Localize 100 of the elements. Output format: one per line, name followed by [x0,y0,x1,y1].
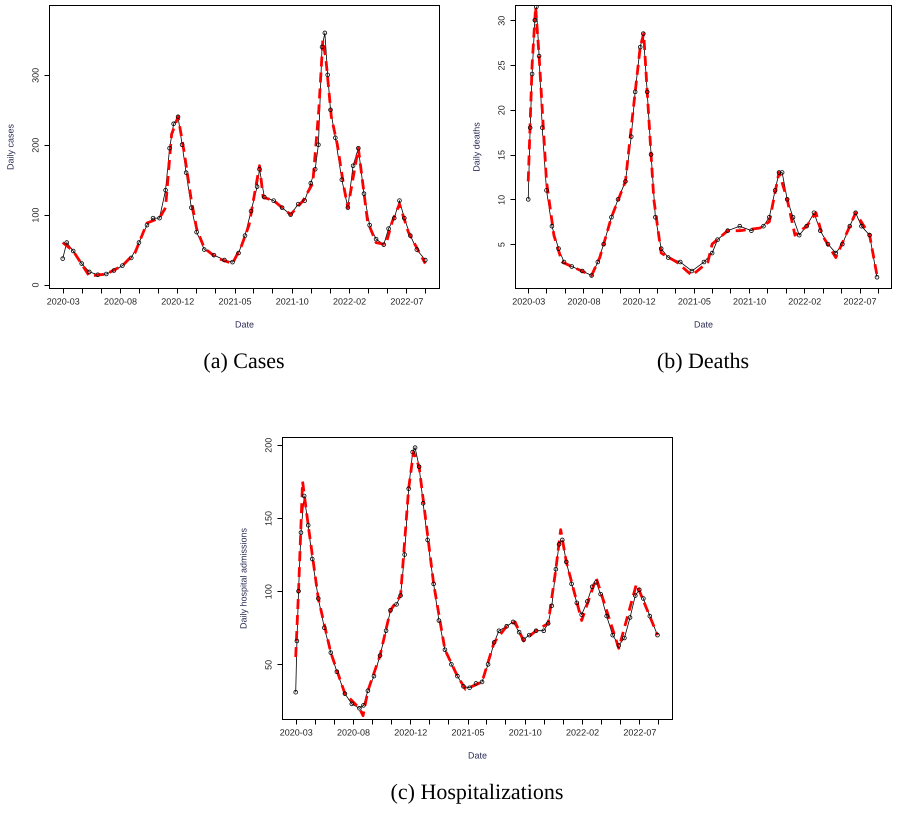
point [144,222,150,228]
point [157,216,162,220]
point [288,212,293,217]
y-axis-title: Daily cases [6,123,16,170]
point [402,216,407,220]
point [796,232,802,238]
x-tick-label: 2021-10 [733,296,766,306]
point [184,170,188,175]
point [812,210,816,216]
point [362,191,366,196]
point [848,224,852,228]
point [528,125,532,130]
point [562,260,566,264]
x-tick-label: 2020-08 [567,296,600,306]
x-tick-label: 2021-05 [678,296,711,306]
point [749,228,754,233]
x-axis-title: Date [234,320,254,330]
point [648,152,654,157]
point [129,256,134,260]
x-tick-label: 2022-07 [843,296,877,306]
point [641,31,646,36]
text: (b) Deaths [656,348,750,373]
point [64,240,70,245]
point [254,184,260,189]
point [312,166,318,172]
point [702,260,706,264]
point [136,240,142,245]
point [242,233,248,238]
y-tick-label: 0 [30,282,40,288]
x-tick-label: 2020-12 [161,296,194,306]
point [189,205,194,210]
point [257,166,262,172]
x-tick-label: 2020-03 [46,296,80,306]
point [804,224,809,228]
point [322,30,328,36]
x-tick-label: 2021-05 [218,296,252,306]
x-tick-label: 2021-10 [508,728,542,738]
point [653,214,658,220]
y-tick-label: 10 [496,194,506,205]
point [248,208,254,214]
point [570,264,574,269]
point [333,136,338,140]
point [678,260,683,264]
point [408,233,413,238]
point [853,210,858,216]
point [530,72,534,76]
point [308,180,314,186]
y-tick-label: 200 [30,138,40,153]
point [550,224,554,228]
point [176,114,180,120]
point [710,250,714,256]
point [296,202,301,206]
text: (c) Hospitalizations [390,779,564,804]
point [658,246,664,251]
point [280,205,284,210]
point [120,263,125,268]
x-tick-label: 2020-03 [512,296,546,306]
point [70,248,76,254]
x-tick-label: 2020-03 [280,728,313,738]
point [367,222,372,228]
x-tick-label: 2021-05 [452,728,485,738]
y-tick-label: 150 [264,510,274,526]
point [644,90,650,94]
x-tick-label: 2022-02 [566,728,600,738]
point [96,272,100,277]
point [212,252,216,258]
point [859,224,864,228]
point [167,146,172,151]
point [780,170,784,175]
x-tick-label: 2020-12 [622,296,656,306]
x-tick-label: 2022-02 [333,296,366,306]
x-tick-label: 2022-02 [788,296,822,306]
point [163,188,168,192]
point [725,228,730,233]
point [150,216,156,220]
point [340,177,344,182]
y-tick-label: 25 [496,60,506,71]
y-tick-label: 200 [264,438,274,453]
point [556,246,561,251]
point [356,146,361,151]
point [397,198,402,203]
point [715,237,720,242]
y-tick-label: 15 [496,150,506,160]
point [589,273,594,278]
x-tick-label: 2022-07 [390,296,424,306]
point [386,226,391,231]
point [628,134,634,139]
point [609,214,614,220]
point [536,54,542,58]
point [414,247,420,252]
text: (a) Cases [203,348,285,373]
point [540,125,544,130]
point [826,242,830,246]
point [834,250,838,256]
y-tick-label: 20 [496,105,506,116]
y-axis-title: Daily hospital admissions [238,527,248,630]
point [374,236,378,242]
point [767,214,772,220]
point [79,261,84,266]
point [202,247,207,252]
